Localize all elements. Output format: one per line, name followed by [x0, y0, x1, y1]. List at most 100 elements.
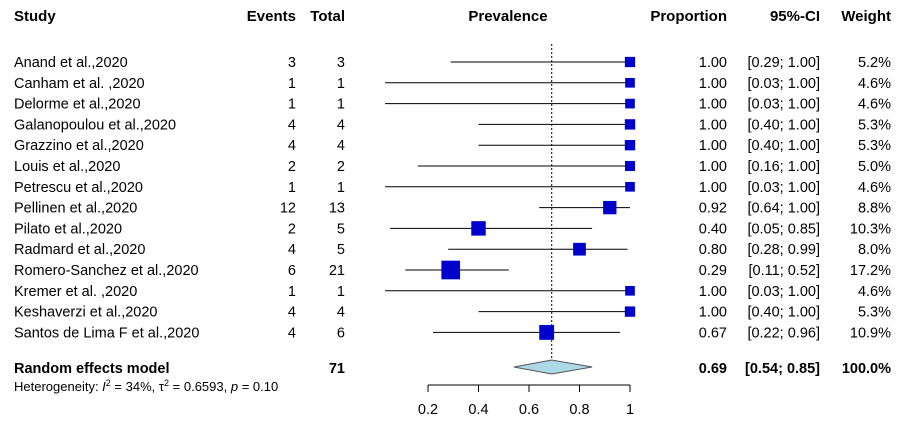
- header-study: Study: [14, 8, 56, 25]
- study-ci: [0.03; 1.00]: [747, 97, 820, 113]
- study-weight: 4.6%: [858, 180, 891, 196]
- study-marker: [471, 221, 486, 236]
- study-events: 1: [288, 97, 296, 113]
- study-ci: [0.29; 1.00]: [747, 55, 820, 71]
- study-name: Grazzino et al.,2020: [14, 138, 144, 154]
- study-marker: [624, 119, 636, 130]
- study-weight: 8.0%: [858, 242, 891, 258]
- study-rows: Anand et al.,2020 3 3 1.00 [0.29; 1.00] 5.2% C…: [14, 55, 891, 341]
- study-total: 1: [337, 76, 345, 92]
- study-marker: [603, 200, 617, 215]
- study-events: 3: [288, 55, 296, 71]
- study-name: Pellinen et al.,2020: [14, 201, 137, 217]
- study-proportion: 1.00: [699, 76, 727, 92]
- study-weight: 10.3%: [850, 221, 891, 237]
- study-marker: [624, 140, 636, 151]
- study-total: 1: [337, 284, 345, 300]
- study-proportion: 0.40: [699, 221, 727, 237]
- study-events: 1: [288, 180, 296, 196]
- study-ci: [0.28; 0.99]: [747, 242, 820, 258]
- summary-weight: 100.0%: [842, 361, 891, 377]
- axis-tick-label: 0.4: [468, 402, 488, 418]
- study-marker: [625, 77, 635, 88]
- study-weight: 10.9%: [850, 325, 891, 341]
- summary-total: 71: [329, 361, 345, 377]
- study-marker: [573, 242, 586, 256]
- study-name: Galanopoulou et al.,2020: [14, 117, 176, 133]
- study-ci: [0.16; 1.00]: [747, 159, 820, 175]
- study-ci: [0.40; 1.00]: [747, 305, 820, 321]
- study-total: 5: [337, 242, 345, 258]
- study-events: 1: [288, 76, 296, 92]
- study-marker: [441, 260, 461, 280]
- study-events: 4: [288, 117, 296, 133]
- study-ci: [0.22; 0.96]: [747, 325, 820, 341]
- study-ci: [0.64; 1.00]: [747, 201, 820, 217]
- axis-tick-label: 0.8: [569, 402, 589, 418]
- header-total: Total: [310, 8, 345, 25]
- study-proportion: 0.92: [699, 201, 727, 217]
- study-weight: 8.8%: [858, 201, 891, 217]
- study-proportion: 1.00: [699, 180, 727, 196]
- axis-tick-label: 1: [626, 402, 634, 418]
- study-events: 4: [288, 242, 296, 258]
- study-marker: [624, 306, 636, 317]
- study-name: Canham et al. ,2020: [14, 76, 145, 92]
- study-proportion: 0.29: [699, 263, 727, 279]
- study-marker: [625, 181, 635, 192]
- study-weight: 5.3%: [858, 117, 891, 133]
- study-name: Kremer et al. ,2020: [14, 284, 137, 300]
- header-weight: Weight: [841, 8, 891, 25]
- study-events: 4: [288, 305, 296, 321]
- study-weight: 5.3%: [858, 305, 891, 321]
- study-ci: [0.40; 1.00]: [747, 117, 820, 133]
- study-total: 13: [329, 201, 345, 217]
- summary-proportion: 0.69: [699, 361, 727, 377]
- study-name: Radmard et al.,2020: [14, 242, 145, 258]
- study-weight: 4.6%: [858, 76, 891, 92]
- header-proportion: Proportion: [650, 8, 727, 25]
- study-proportion: 1.00: [699, 55, 727, 71]
- study-events: 4: [288, 138, 296, 154]
- study-name: Pilato et al.,2020: [14, 221, 122, 237]
- summary-label: Random effects model: [14, 361, 170, 377]
- study-ci: [0.05; 0.85]: [747, 221, 820, 237]
- study-events: 2: [288, 159, 296, 175]
- x-axis: 0.2 0.4 0.6 0.8 1: [418, 384, 634, 418]
- study-total: 6: [337, 325, 345, 341]
- study-events: 1: [288, 284, 296, 300]
- study-total: 1: [337, 180, 345, 196]
- study-total: 1: [337, 97, 345, 113]
- study-total: 5: [337, 221, 345, 237]
- axis-tick-label: 0.2: [418, 402, 438, 418]
- study-marker: [625, 285, 635, 296]
- study-weight: 5.2%: [858, 55, 891, 71]
- study-ci: [0.40; 1.00]: [747, 138, 820, 154]
- study-total: 4: [337, 305, 345, 321]
- study-marker: [625, 98, 635, 109]
- plot-marks: [385, 44, 636, 375]
- study-proportion: 1.00: [699, 97, 727, 113]
- study-name: Anand et al.,2020: [14, 55, 128, 71]
- study-total: 4: [337, 117, 345, 133]
- study-name: Louis et al.,2020: [14, 159, 120, 175]
- study-weight: 4.6%: [858, 284, 891, 300]
- study-name: Santos de Lima F et al.,2020: [14, 325, 199, 341]
- study-name: Delorme et al.,2020: [14, 97, 141, 113]
- study-proportion: 1.00: [699, 159, 727, 175]
- study-proportion: 1.00: [699, 117, 727, 133]
- summary-ci: [0.54; 0.85]: [745, 361, 820, 377]
- study-events: 6: [288, 263, 296, 279]
- study-marker: [624, 160, 636, 172]
- study-weight: 17.2%: [850, 263, 891, 279]
- study-weight: 5.3%: [858, 138, 891, 154]
- heterogeneity-text: Heterogeneity: I2 = 34%, τ2 = 0.6593, p …: [14, 378, 278, 394]
- study-proportion: 1.00: [699, 284, 727, 300]
- study-total: 21: [329, 263, 345, 279]
- study-weight: 5.0%: [858, 159, 891, 175]
- study-total: 3: [337, 55, 345, 71]
- study-proportion: 0.67: [699, 325, 727, 341]
- study-marker: [539, 324, 555, 340]
- study-proportion: 1.00: [699, 305, 727, 321]
